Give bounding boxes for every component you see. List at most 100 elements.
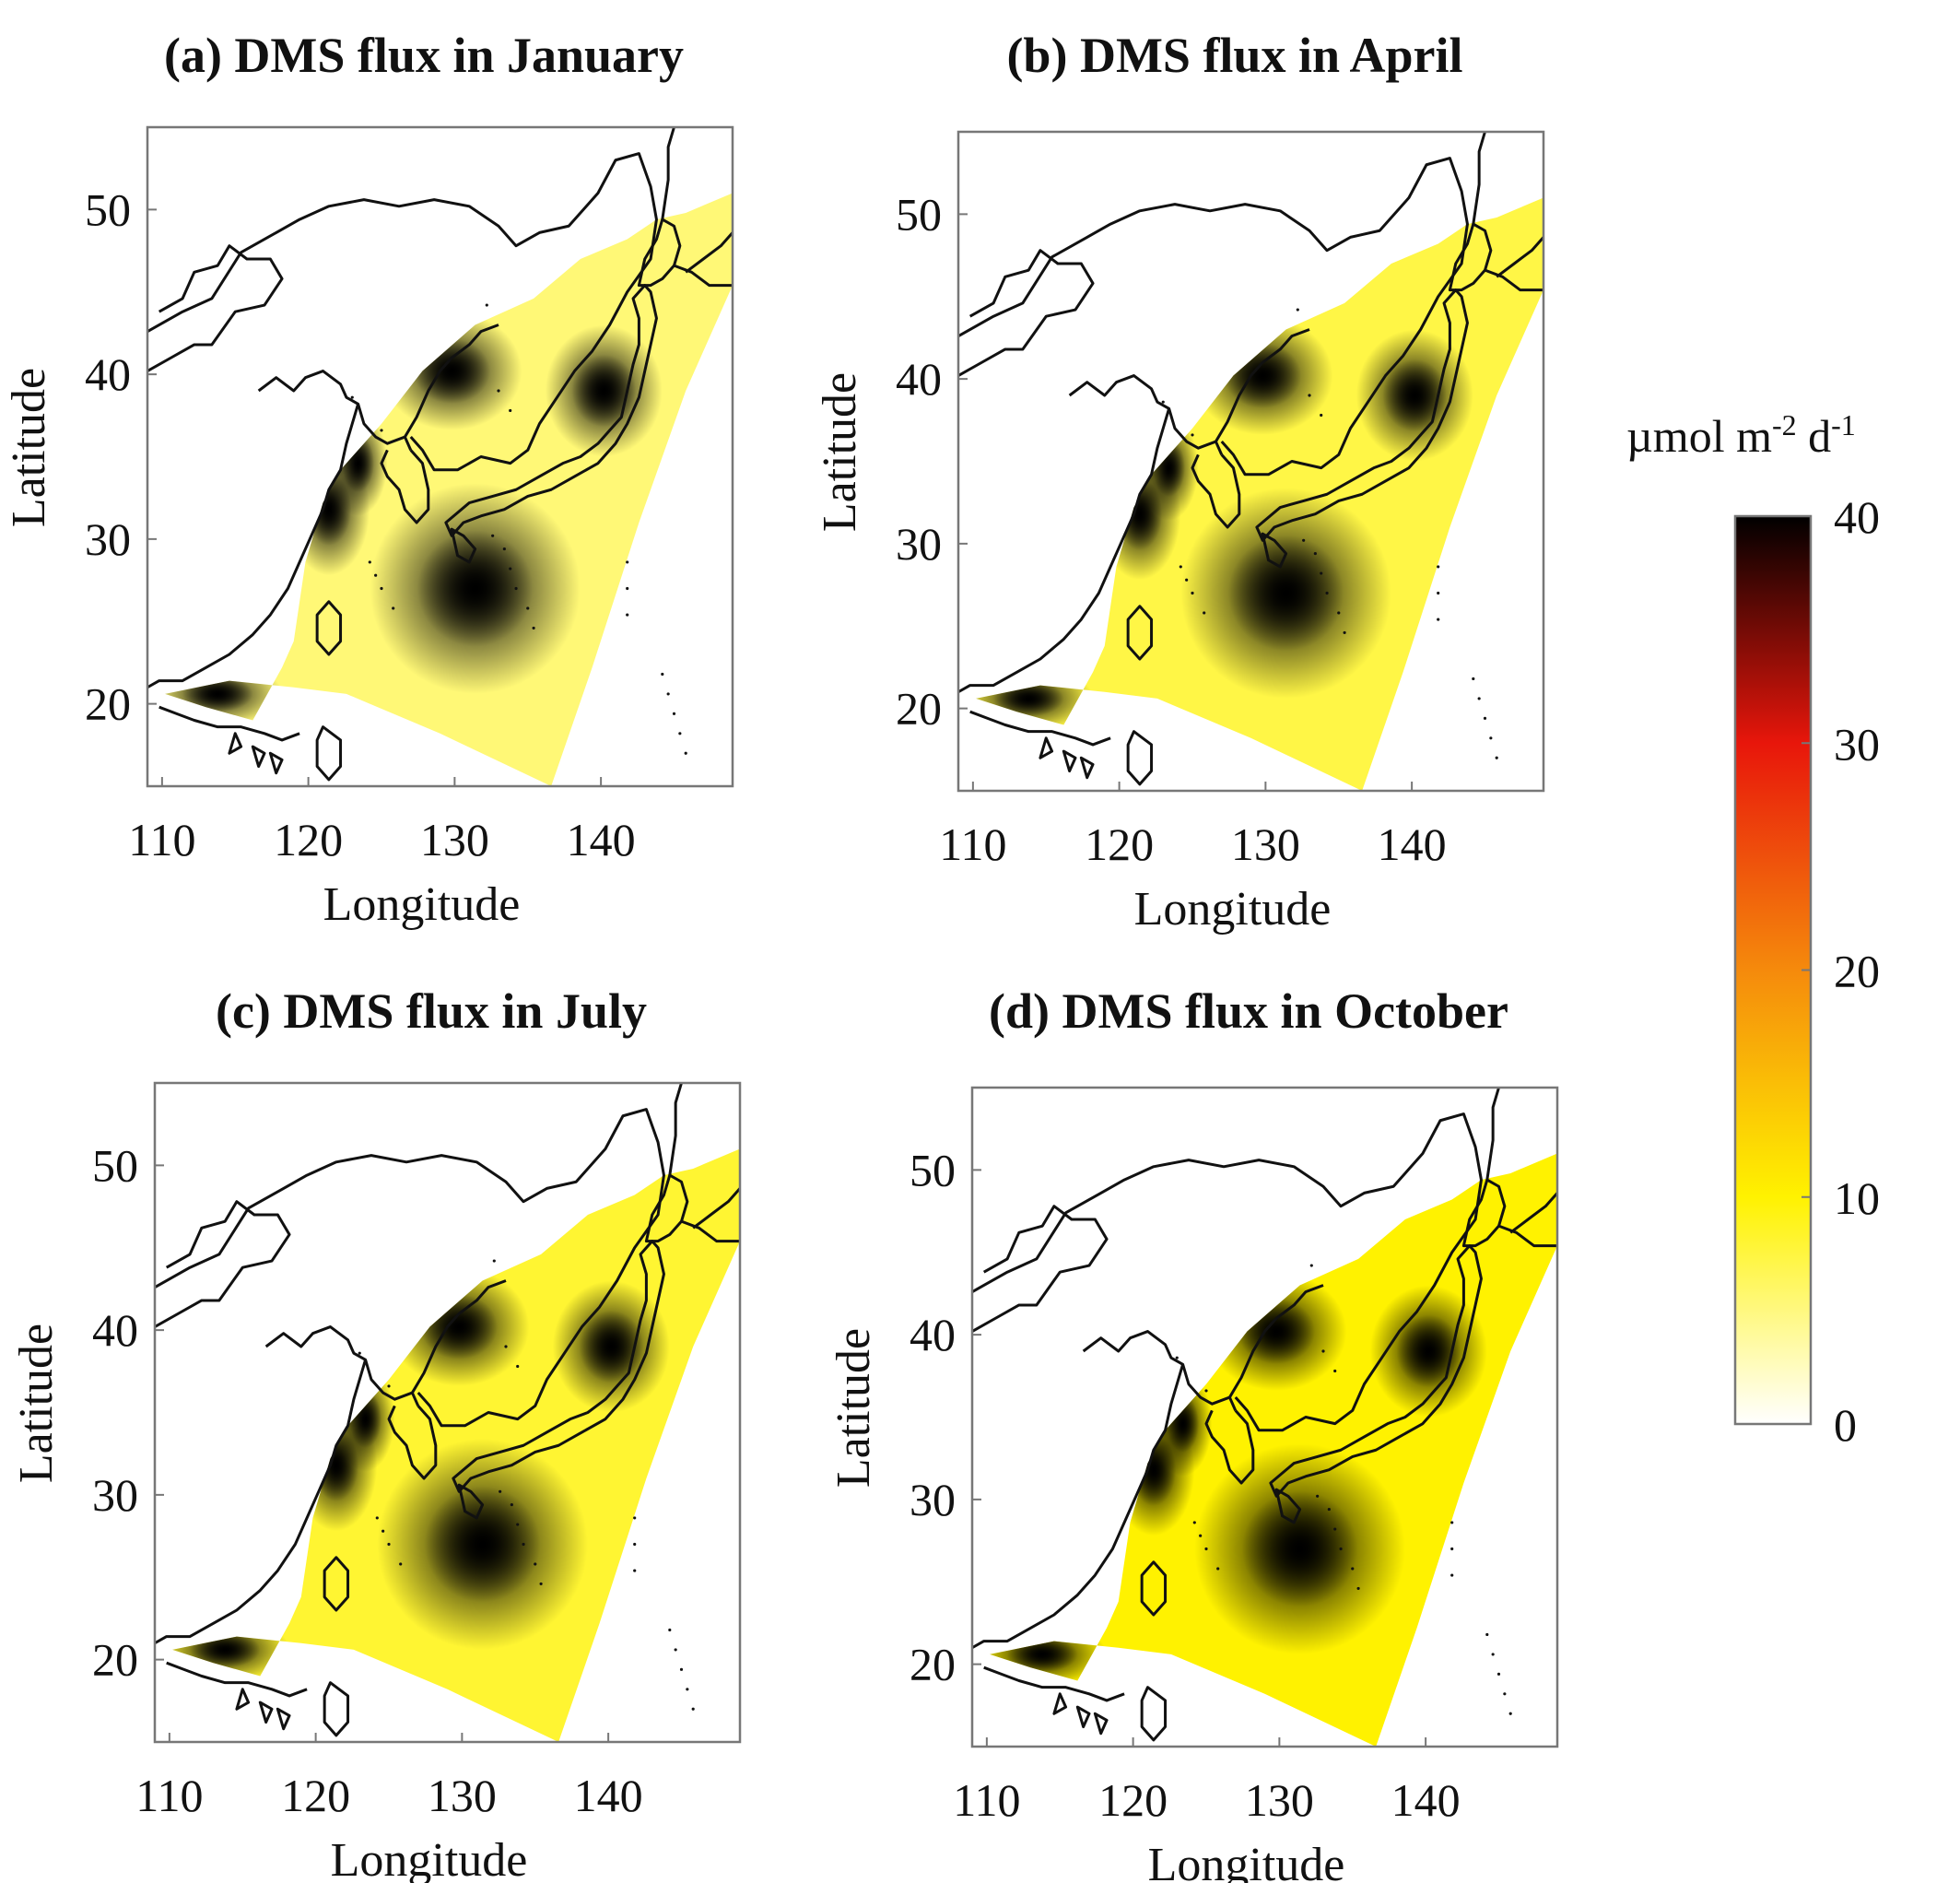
x-axis-label: Longitude [323,878,521,931]
island [1437,591,1440,595]
y-tick-label: 30 [92,1469,138,1521]
coastline [1463,1180,1504,1246]
coastline [958,251,1093,376]
island [387,1384,391,1388]
island [534,1562,537,1566]
flux-hotspot-core [424,1486,541,1603]
map-area: 110 120 130 140 20 30 40 50 Longitude Latitude [827,1088,1557,1883]
flux-hotspot-core [1382,359,1448,432]
island [1495,756,1498,759]
coastline [686,232,733,272]
island [485,303,488,307]
island [510,1503,513,1507]
island [1491,1653,1495,1656]
island [1302,538,1306,542]
x-tick-label: 110 [939,818,1006,870]
coastline [646,1175,687,1242]
axes-frame [970,1086,1559,1748]
island [381,1529,385,1533]
coastline [1040,738,1093,778]
island [368,560,371,564]
flux-field [990,1153,1557,1747]
coastline [663,127,675,219]
island [1185,578,1189,582]
coastline [237,1689,289,1729]
x-tick-label: 120 [1085,818,1154,870]
flux-hotspot-core [189,1631,261,1668]
coastline [317,727,340,780]
island [380,586,383,591]
island [1356,1586,1360,1590]
island [387,1542,391,1547]
island [491,534,495,537]
y-tick-label: 40 [896,353,942,405]
island [374,573,378,577]
island [1321,1349,1325,1353]
island [399,1562,403,1566]
coastline [1054,1694,1107,1734]
x-tick-label: 140 [567,814,636,865]
island [1351,1567,1355,1571]
y-tick-label: 50 [896,188,942,240]
coastline [155,1110,663,1426]
island [539,1582,543,1585]
island [633,1569,637,1572]
island [504,1345,508,1348]
island [1308,394,1311,397]
island [1508,1712,1512,1715]
panel-title: (c) DMS flux in July [216,983,647,1039]
coastline [324,1558,347,1610]
x-tick-label: 140 [1378,818,1447,870]
island [1191,591,1194,595]
island [1313,552,1317,556]
coastlines [147,127,733,780]
axes-frame [957,130,1545,793]
island [1337,611,1341,615]
island [1485,1632,1489,1637]
island [626,586,629,591]
island [1450,1547,1454,1551]
island [1325,591,1329,595]
coastline [670,1083,682,1175]
x-tick-label: 140 [1391,1774,1461,1826]
coastline [1487,1088,1499,1180]
flux-hotspot-core [579,1310,644,1383]
island [380,429,383,432]
coastline [147,154,656,470]
coastline [159,707,299,740]
island [1477,697,1481,700]
x-tick-label: 120 [274,814,343,865]
coastline [972,1364,1183,1647]
coastline [229,734,282,773]
panel-a: (a) DMS flux in January 110 120 130 140 20 30… [3,28,733,931]
island [626,613,629,617]
island [1489,736,1493,740]
island [668,1628,672,1632]
coastlines [972,1088,1557,1740]
island [626,560,629,564]
island [672,712,676,715]
coastline [147,404,358,687]
flux-field [165,193,733,786]
island [1333,1369,1337,1373]
coastline [1229,1286,1323,1398]
flux-hotspot-core [1006,1636,1078,1673]
island [1343,630,1346,634]
island [514,586,518,591]
flux-field [172,1148,740,1742]
island [358,1351,361,1355]
island [1199,1534,1203,1537]
flux-hotspot-core [1238,1299,1316,1364]
coastline [682,1221,741,1241]
island [666,692,670,696]
coastline [970,712,1110,745]
island [1503,1692,1507,1696]
coastline [155,1359,366,1642]
coastline [1142,1562,1165,1615]
coastline [1510,1193,1557,1232]
map-area: 110 120 130 140 20 30 40 50 Longitude Latitude [3,127,733,931]
x-axis-label: Longitude [331,1834,528,1883]
coastline [167,1663,307,1696]
coastline [958,159,1467,475]
island [532,626,535,630]
